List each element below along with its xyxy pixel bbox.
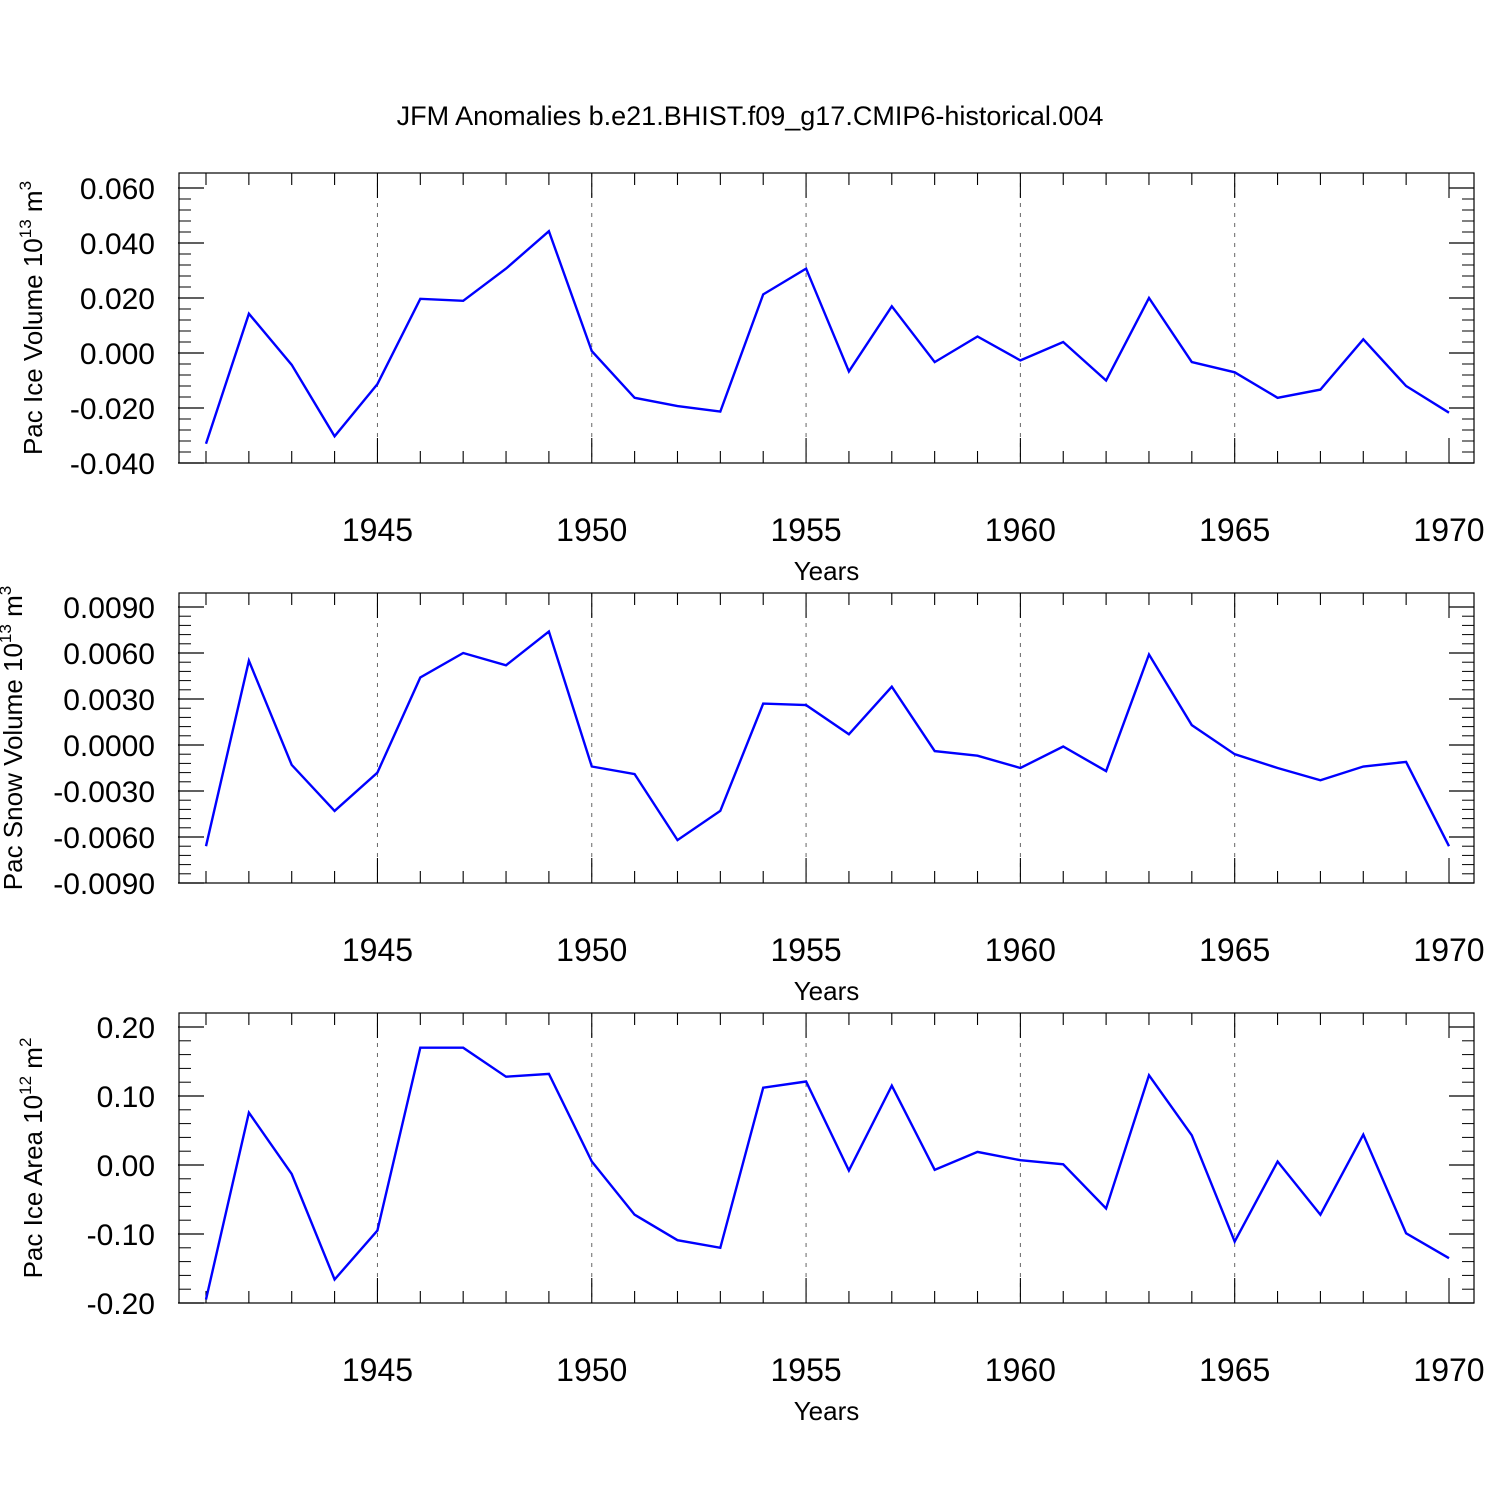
series-line [204, 629, 1451, 847]
x-tick-label: 1950 [556, 932, 627, 968]
y-tick-label: 0.0030 [63, 684, 155, 717]
x-tick-label: 1950 [556, 512, 627, 548]
x-tick-label: 1955 [770, 932, 841, 968]
series-line [204, 1046, 1450, 1300]
y-axis-title: Pac Ice Area 1012 m2 [16, 1038, 48, 1279]
y-tick-label: 0.0090 [63, 592, 155, 625]
y-tick-label: -0.20 [87, 1288, 155, 1321]
y-tick-label: 0.0060 [63, 638, 155, 671]
x-tick-label: 1945 [342, 1352, 413, 1388]
panel-2: -0.0090 -0.0060 -0.0030 0.0000 0.0030 0.0060 0… [0, 586, 1485, 1006]
x-tick-label: 1970 [1413, 1352, 1484, 1388]
series-line [204, 229, 1450, 445]
plot-frame [178, 1012, 1475, 1304]
chart-title: JFM Anomalies b.e21.BHIST.f09_g17.CMIP6-… [397, 101, 1104, 131]
y-tick-label: 0.000 [80, 338, 155, 371]
y-tick-label: -0.040 [70, 448, 155, 481]
y-tick-label: -0.020 [70, 393, 155, 426]
y-tick-label: -0.0090 [53, 868, 155, 901]
y-tick-label: -0.0060 [53, 822, 155, 855]
x-tick-label: 1955 [770, 512, 841, 548]
x-tick-label: 1965 [1199, 512, 1270, 548]
x-axis-title: Years [794, 976, 860, 1006]
panel-1: -0.040 -0.020 0.000 0.020 0.040 0.060 1945 1950… [16, 172, 1485, 586]
y-tick-label: 0.040 [80, 228, 155, 261]
y-tick-label: 0.10 [97, 1081, 155, 1114]
y-axis-title: Pac Ice Volume 1013 m3 [16, 181, 48, 455]
x-axis-title: Years [794, 556, 860, 586]
x-tick-label: 1945 [342, 512, 413, 548]
y-tick-label: 0.0000 [63, 730, 155, 763]
y-tick-label: 0.020 [80, 283, 155, 316]
y-tick-label: 0.060 [80, 173, 155, 206]
x-tick-label: 1970 [1413, 932, 1484, 968]
y-tick-label: -0.10 [87, 1219, 155, 1252]
x-tick-label: 1960 [985, 512, 1056, 548]
x-tick-label: 1950 [556, 1352, 627, 1388]
y-tick-label: 0.00 [97, 1150, 155, 1183]
x-axis-title: Years [794, 1396, 860, 1426]
plot-frame [178, 592, 1475, 884]
y-tick-label: 0.20 [97, 1012, 155, 1045]
x-tick-label: 1960 [985, 1352, 1056, 1388]
plot-frame [178, 172, 1475, 464]
x-tick-label: 1945 [342, 932, 413, 968]
y-tick-label: -0.0030 [53, 776, 155, 809]
x-tick-label: 1970 [1413, 512, 1484, 548]
x-tick-label: 1965 [1199, 932, 1270, 968]
panel-3: -0.20 -0.10 0.00 0.10 0.20 1945 1950 1955 1960 19… [16, 1012, 1485, 1426]
y-axis-title: Pac Snow Volume 1013 m3 [0, 586, 28, 890]
x-tick-label: 1955 [770, 1352, 841, 1388]
x-tick-label: 1965 [1199, 1352, 1270, 1388]
x-tick-label: 1960 [985, 932, 1056, 968]
